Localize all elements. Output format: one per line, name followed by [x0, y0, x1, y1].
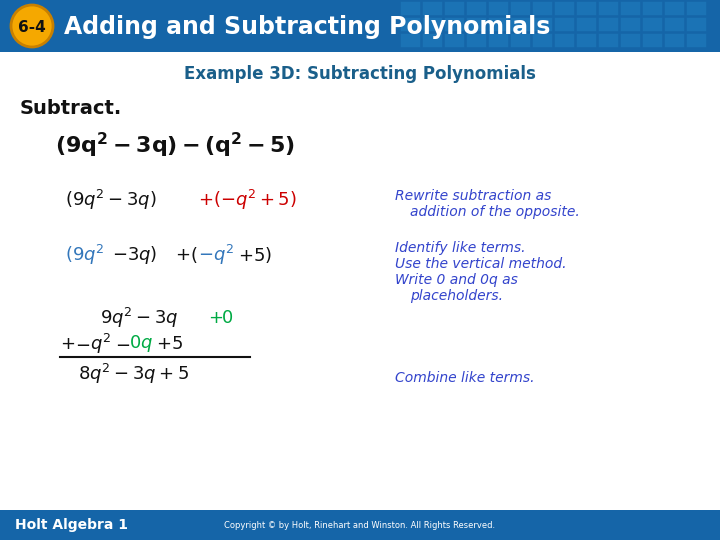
FancyBboxPatch shape [510, 1, 530, 15]
Text: $+$: $+$ [198, 191, 213, 209]
Text: $(9q^2$: $(9q^2$ [65, 243, 104, 267]
Text: $+ 5$: $+ 5$ [156, 335, 183, 353]
FancyBboxPatch shape [488, 17, 508, 31]
Text: $- 3q)$: $- 3q)$ [112, 244, 158, 266]
Text: $8q^2 - 3q + 5$: $8q^2 - 3q + 5$ [78, 362, 189, 386]
FancyBboxPatch shape [532, 1, 552, 15]
Text: $+$: $+$ [60, 335, 75, 353]
FancyBboxPatch shape [400, 17, 420, 31]
FancyBboxPatch shape [642, 33, 662, 47]
FancyBboxPatch shape [554, 17, 574, 31]
FancyBboxPatch shape [664, 1, 684, 15]
FancyBboxPatch shape [576, 33, 596, 47]
Text: placeholders.: placeholders. [410, 289, 503, 303]
FancyBboxPatch shape [0, 510, 720, 540]
Text: Subtract.: Subtract. [20, 98, 122, 118]
FancyBboxPatch shape [444, 33, 464, 47]
Circle shape [11, 5, 53, 47]
Text: Use the vertical method.: Use the vertical method. [395, 257, 567, 271]
Text: $9q^2 - 3q$: $9q^2 - 3q$ [100, 306, 179, 330]
FancyBboxPatch shape [488, 33, 508, 47]
Text: Copyright © by Holt, Rinehart and Winston. All Rights Reserved.: Copyright © by Holt, Rinehart and Winsto… [225, 521, 495, 530]
FancyBboxPatch shape [620, 1, 640, 15]
Text: $q^2$: $q^2$ [90, 332, 111, 356]
Text: $-q^2$: $-q^2$ [198, 243, 234, 267]
FancyBboxPatch shape [664, 33, 684, 47]
FancyBboxPatch shape [444, 17, 464, 31]
Text: Holt Algebra 1: Holt Algebra 1 [15, 518, 128, 532]
Text: Example 3D: Subtracting Polynomials: Example 3D: Subtracting Polynomials [184, 65, 536, 83]
FancyBboxPatch shape [510, 33, 530, 47]
FancyBboxPatch shape [598, 33, 618, 47]
FancyBboxPatch shape [576, 1, 596, 15]
FancyBboxPatch shape [444, 1, 464, 15]
FancyBboxPatch shape [664, 17, 684, 31]
Text: Write 0 and 0q as: Write 0 and 0q as [395, 273, 518, 287]
FancyBboxPatch shape [554, 1, 574, 15]
FancyBboxPatch shape [686, 33, 706, 47]
Text: $+$: $+$ [208, 309, 223, 327]
FancyBboxPatch shape [0, 0, 720, 52]
Text: 6-4: 6-4 [18, 19, 46, 35]
Text: addition of the opposite.: addition of the opposite. [410, 205, 580, 219]
FancyBboxPatch shape [466, 1, 486, 15]
Text: Identify like terms.: Identify like terms. [395, 241, 526, 255]
Text: $0$: $0$ [221, 309, 233, 327]
FancyBboxPatch shape [686, 1, 706, 15]
FancyBboxPatch shape [642, 17, 662, 31]
FancyBboxPatch shape [576, 17, 596, 31]
FancyBboxPatch shape [422, 17, 442, 31]
FancyBboxPatch shape [598, 17, 618, 31]
Text: Adding and Subtracting Polynomials: Adding and Subtracting Polynomials [64, 15, 550, 39]
FancyBboxPatch shape [510, 17, 530, 31]
FancyBboxPatch shape [554, 33, 574, 47]
Text: $\mathbf{(9q^2 - 3q) - (q^2 - 5)}$: $\mathbf{(9q^2 - 3q) - (q^2 - 5)}$ [55, 130, 295, 160]
FancyBboxPatch shape [466, 33, 486, 47]
FancyBboxPatch shape [422, 1, 442, 15]
FancyBboxPatch shape [0, 52, 720, 510]
FancyBboxPatch shape [400, 1, 420, 15]
Text: $(9q^2 - 3q)$: $(9q^2 - 3q)$ [65, 188, 157, 212]
FancyBboxPatch shape [620, 17, 640, 31]
FancyBboxPatch shape [686, 17, 706, 31]
Text: Rewrite subtraction as: Rewrite subtraction as [395, 189, 552, 203]
Text: $0q$: $0q$ [129, 334, 153, 354]
FancyBboxPatch shape [466, 17, 486, 31]
FancyBboxPatch shape [532, 33, 552, 47]
Text: $($: $($ [190, 245, 197, 265]
Text: $-$: $-$ [75, 335, 90, 353]
Text: $+ 5)$: $+ 5)$ [238, 245, 272, 265]
FancyBboxPatch shape [532, 17, 552, 31]
Text: $+$: $+$ [175, 246, 190, 264]
Text: $(-q^2 + 5)$: $(-q^2 + 5)$ [213, 188, 297, 212]
Text: Combine like terms.: Combine like terms. [395, 371, 534, 385]
FancyBboxPatch shape [642, 1, 662, 15]
FancyBboxPatch shape [422, 33, 442, 47]
FancyBboxPatch shape [400, 33, 420, 47]
FancyBboxPatch shape [598, 1, 618, 15]
FancyBboxPatch shape [620, 33, 640, 47]
Text: $-$: $-$ [115, 335, 130, 353]
FancyBboxPatch shape [488, 1, 508, 15]
